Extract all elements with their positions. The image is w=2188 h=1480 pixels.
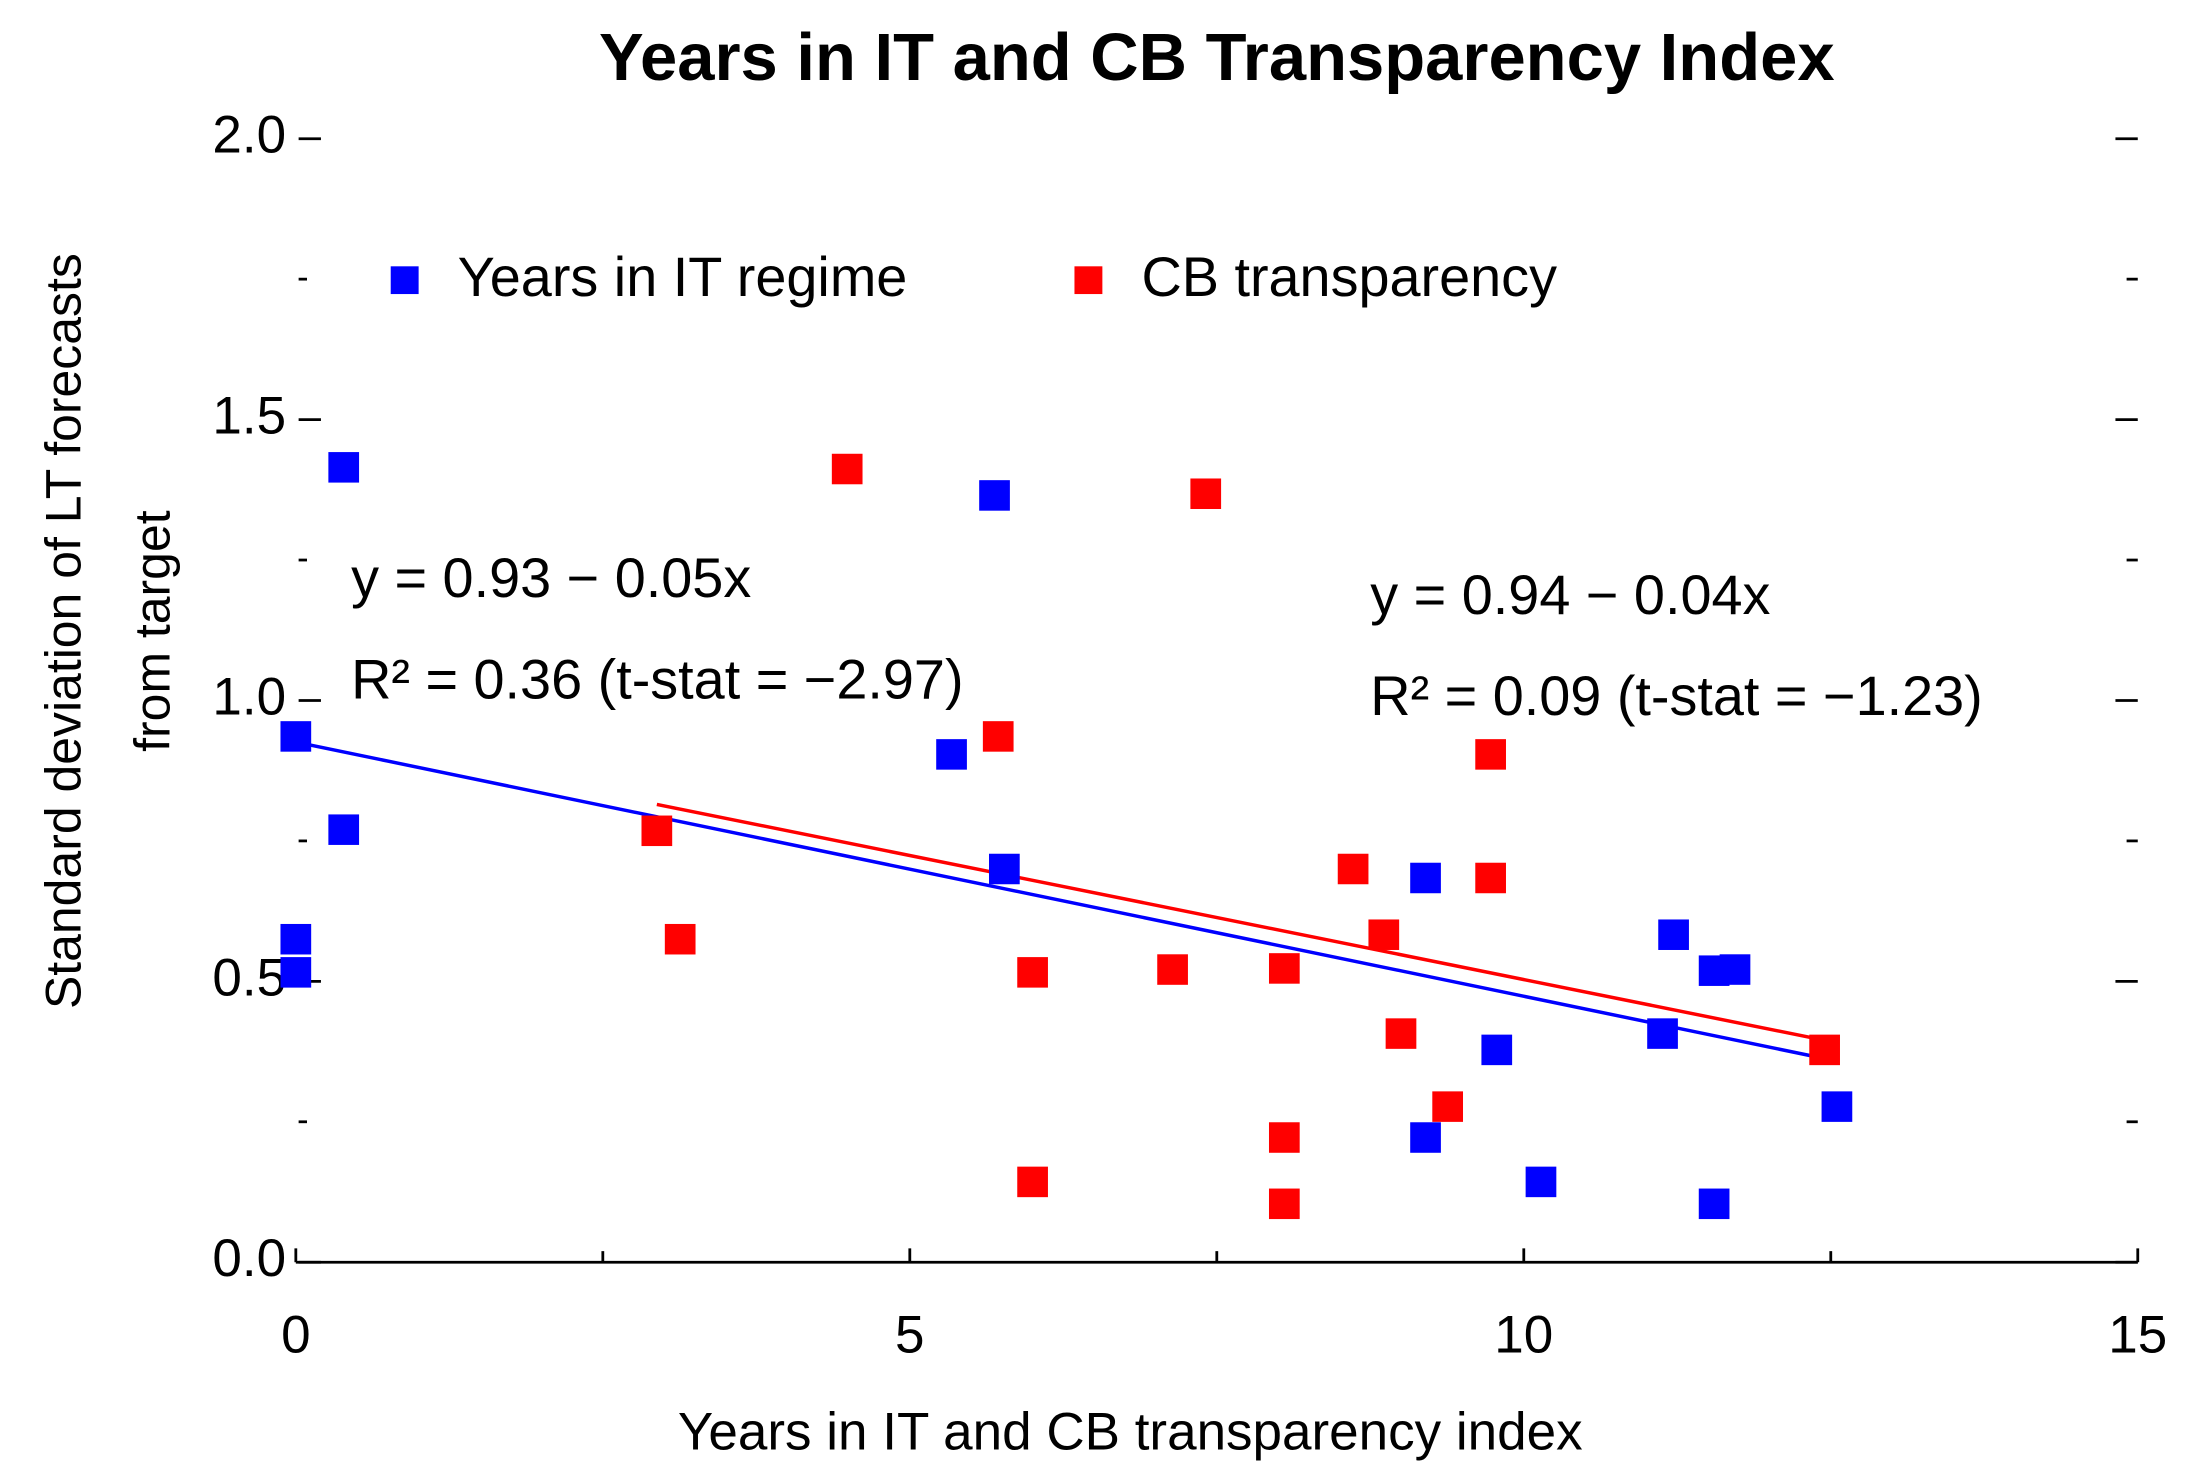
legend-marker xyxy=(1074,266,1103,295)
marker xyxy=(1475,862,1506,894)
marker xyxy=(1268,953,1300,984)
marker xyxy=(1017,957,1048,988)
marker xyxy=(280,923,312,955)
annotation: R² = 0.09 (t-stat = −1.23) xyxy=(1370,665,1982,727)
x-tick-label: 10 xyxy=(1494,1306,1553,1365)
marker xyxy=(1719,954,1751,985)
marker xyxy=(1475,739,1506,770)
marker xyxy=(1157,954,1188,985)
y-tick-label: 0.5 xyxy=(212,948,286,1007)
y-tick-label: 2.0 xyxy=(212,106,286,165)
marker xyxy=(831,453,863,485)
annotation: y = 0.94 − 0.04x xyxy=(1370,564,1770,626)
x-tick-label: 0 xyxy=(281,1306,310,1365)
marker xyxy=(936,739,967,770)
marker xyxy=(280,721,312,752)
marker xyxy=(1268,1188,1300,1220)
marker xyxy=(1809,1034,1840,1066)
marker xyxy=(1017,1166,1048,1198)
annotation: R² = 0.36 (t-stat = −2.97) xyxy=(351,648,963,710)
y-axis-label: from target xyxy=(124,510,180,751)
marker xyxy=(1647,1018,1678,1049)
marker xyxy=(1658,919,1689,950)
marker xyxy=(328,452,360,483)
legend-marker xyxy=(390,266,419,295)
marker xyxy=(1698,1188,1730,1220)
legend-label: CB transparency xyxy=(1141,246,1557,308)
marker xyxy=(1190,478,1222,509)
y-tick-label: 0.0 xyxy=(212,1229,286,1288)
marker xyxy=(982,721,1014,752)
x-tick-label: 5 xyxy=(895,1306,924,1365)
x-axis-label: Years in IT and CB transparency index xyxy=(678,1403,1583,1462)
marker xyxy=(1525,1166,1557,1198)
marker xyxy=(1385,1018,1417,1049)
marker xyxy=(328,814,360,845)
marker xyxy=(1821,1091,1853,1122)
marker xyxy=(1410,862,1441,894)
marker xyxy=(989,853,1020,885)
chart-title: Years in IT and CB Transparency Index xyxy=(599,21,1835,95)
annotation: y = 0.93 − 0.05x xyxy=(351,547,751,609)
trend-line xyxy=(295,740,1838,1063)
y-axis-label: Standard deviation of LT forecasts xyxy=(35,253,91,1009)
marker xyxy=(1268,1122,1300,1153)
marker xyxy=(1368,919,1400,950)
y-tick-label: 1.5 xyxy=(212,387,286,446)
legend-label: Years in IT regime xyxy=(458,246,908,308)
marker xyxy=(280,957,312,988)
marker xyxy=(1432,1091,1464,1122)
marker xyxy=(979,480,1010,511)
marker xyxy=(1410,1122,1441,1153)
marker xyxy=(1337,853,1369,885)
marker xyxy=(664,923,696,955)
marker xyxy=(641,815,673,847)
y-tick-label: 1.0 xyxy=(212,668,286,727)
marker xyxy=(1481,1034,1513,1066)
trend-line xyxy=(656,802,1825,1043)
x-tick-label: 15 xyxy=(2108,1306,2167,1365)
